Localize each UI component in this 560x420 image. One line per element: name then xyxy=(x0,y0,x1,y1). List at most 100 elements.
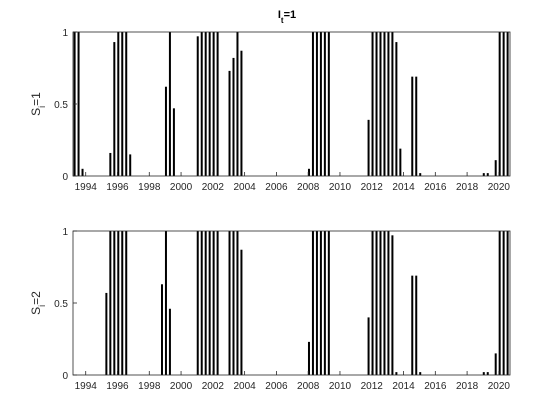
xtick-label-2-1: 1996 xyxy=(106,381,129,392)
bar-2-8 xyxy=(168,308,171,375)
xtick-label-2-3: 2000 xyxy=(170,381,193,392)
xtick-label-1-6: 2006 xyxy=(265,182,288,193)
xtick-label-1-5: 2004 xyxy=(233,182,256,193)
xtick-label-1-10: 2014 xyxy=(392,182,415,193)
ytick-label-1-2: 1 xyxy=(62,28,68,39)
ticks-2: 1994 1996 1998 2000 2002 2004 2006 2008 2010 2012… xyxy=(54,227,510,392)
bar-1-41 xyxy=(486,173,489,176)
bar-1-8 xyxy=(129,154,132,176)
bar-2-34 xyxy=(415,275,418,375)
bar-2-24 xyxy=(327,231,330,375)
bar-1-39 xyxy=(419,173,422,176)
bar-2-41 xyxy=(506,231,509,375)
xtick-label-2-13: 2020 xyxy=(488,381,511,392)
ytick-label-2-1: 0.5 xyxy=(54,299,68,310)
bar-1-18 xyxy=(228,70,231,176)
xtick-label-1-13: 2020 xyxy=(488,182,511,193)
bar-1-35 xyxy=(395,42,398,176)
bar-1-32 xyxy=(383,32,386,176)
bar-1-1 xyxy=(77,32,80,176)
bar-1-4 xyxy=(113,42,116,176)
bar-1-7 xyxy=(125,32,128,176)
bar-2-1 xyxy=(109,231,112,375)
bar-2-14 xyxy=(216,231,219,375)
bar-2-5 xyxy=(125,231,128,375)
bar-1-43 xyxy=(498,32,501,176)
xtick-label-2-10: 2014 xyxy=(392,381,415,392)
xtick-label-1-12: 2018 xyxy=(456,182,479,193)
xtick-label-1-8: 2010 xyxy=(329,182,352,193)
bar-1-29 xyxy=(371,32,374,176)
bar-1-6 xyxy=(121,32,124,176)
xtick-label-2-5: 2004 xyxy=(233,381,256,392)
ytick-label-2-2: 1 xyxy=(62,227,68,238)
bar-1-11 xyxy=(172,108,175,176)
bar-2-9 xyxy=(196,231,199,375)
bar-1-40 xyxy=(482,173,485,176)
bars-2 xyxy=(105,231,509,375)
xtick-label-2-7: 2008 xyxy=(297,381,320,392)
bar-1-27 xyxy=(327,32,330,176)
xtick-label-2-0: 1994 xyxy=(75,381,98,392)
subplot-1: Si=1 1994 1996 1998 2000 2002 2004 2006 2008 201… xyxy=(29,28,510,193)
bar-1-21 xyxy=(240,50,243,176)
bar-1-22 xyxy=(307,168,310,176)
xtick-label-1-9: 2012 xyxy=(361,182,384,193)
bar-2-15 xyxy=(228,231,231,375)
subplot-2: Si=2 1994 1996 1998 2000 2002 2004 2006 2008 201… xyxy=(29,227,510,392)
bar-1-25 xyxy=(319,32,322,176)
bar-1-30 xyxy=(375,32,378,176)
ylabel-1: Si=1 xyxy=(29,92,47,116)
bar-2-30 xyxy=(387,231,390,375)
ytick-label-2-0: 0 xyxy=(62,371,68,382)
xtick-label-2-11: 2016 xyxy=(424,381,447,392)
bar-2-22 xyxy=(319,231,322,375)
bar-2-10 xyxy=(200,231,203,375)
bar-1-9 xyxy=(164,86,167,176)
ylabel-2: Si=2 xyxy=(29,291,47,315)
bar-2-29 xyxy=(383,231,386,375)
xtick-label-2-2: 1998 xyxy=(138,381,161,392)
bar-2-17 xyxy=(236,231,239,375)
bar-2-16 xyxy=(232,231,235,375)
bar-1-15 xyxy=(208,32,211,176)
bar-2-26 xyxy=(371,231,374,375)
bar-2-31 xyxy=(391,235,394,375)
ticks-1: 1994 1996 1998 2000 2002 2004 2006 2008 2010 2012… xyxy=(54,28,510,193)
bar-1-26 xyxy=(323,32,326,176)
bar-2-2 xyxy=(113,231,116,375)
xtick-label-1-2: 1998 xyxy=(138,182,161,193)
bar-2-0 xyxy=(105,292,108,375)
figure-title: It=1 xyxy=(278,9,296,25)
bars-1 xyxy=(73,32,509,176)
bar-1-23 xyxy=(311,32,314,176)
xtick-label-2-6: 2006 xyxy=(265,381,288,392)
bar-1-19 xyxy=(232,57,235,176)
bar-1-16 xyxy=(212,32,215,176)
bar-2-40 xyxy=(502,231,505,375)
xtick-label-1-3: 2000 xyxy=(170,182,193,193)
bar-2-25 xyxy=(367,317,370,375)
ytick-label-1-0: 0 xyxy=(62,172,68,183)
bar-1-44 xyxy=(502,32,505,176)
bar-2-32 xyxy=(395,372,398,375)
bar-1-45 xyxy=(506,32,509,176)
bar-1-10 xyxy=(168,32,171,176)
bar-2-11 xyxy=(204,231,207,375)
bar-1-34 xyxy=(391,32,394,176)
bar-2-7 xyxy=(164,231,167,375)
bar-2-37 xyxy=(486,372,489,375)
bar-2-35 xyxy=(419,372,422,375)
bar-2-28 xyxy=(379,231,382,375)
bar-1-33 xyxy=(387,32,390,176)
ytick-label-1-1: 0.5 xyxy=(54,100,68,111)
bar-1-31 xyxy=(379,32,382,176)
bar-2-18 xyxy=(240,249,243,375)
bar-1-17 xyxy=(216,32,219,176)
bar-2-20 xyxy=(311,231,314,375)
bar-2-12 xyxy=(208,231,211,375)
bar-1-5 xyxy=(117,32,120,176)
bar-1-36 xyxy=(399,148,402,176)
bar-2-36 xyxy=(482,372,485,375)
